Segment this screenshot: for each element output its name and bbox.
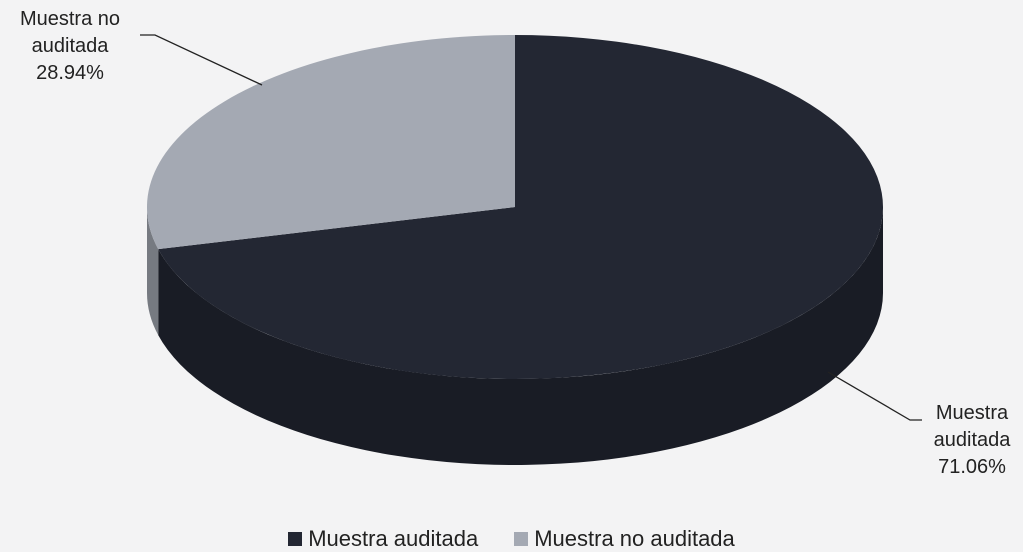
legend-item: Muestra no auditada — [514, 526, 735, 552]
pie-area — [140, 34, 922, 465]
legend-label: Muestra auditada — [308, 526, 479, 551]
slice — [146, 35, 515, 336]
legend-swatch — [288, 532, 303, 546]
slice — [158, 35, 884, 465]
legend: Muestra auditada Muestra no auditada — [0, 526, 1023, 552]
slice-top — [158, 35, 884, 379]
data-label-value: 28.94% — [36, 62, 104, 84]
slice-side — [147, 207, 159, 336]
leader-line — [827, 371, 922, 421]
legend-swatch — [514, 532, 529, 546]
data-label: Muestra no auditada 28.94% — [10, 6, 130, 87]
data-label-name: Muestra no auditada — [19, 8, 121, 57]
leader-line — [140, 34, 263, 86]
legend-label: Muestra no auditada — [534, 526, 735, 551]
slice-side — [158, 207, 883, 465]
data-label: Muestra auditada 71.06% — [917, 400, 1023, 481]
data-label-name: Muestra auditada — [933, 402, 1011, 451]
data-label-value: 71.06% — [938, 456, 1006, 478]
slice-top — [146, 35, 515, 250]
legend-item: Muestra auditada — [288, 526, 478, 552]
